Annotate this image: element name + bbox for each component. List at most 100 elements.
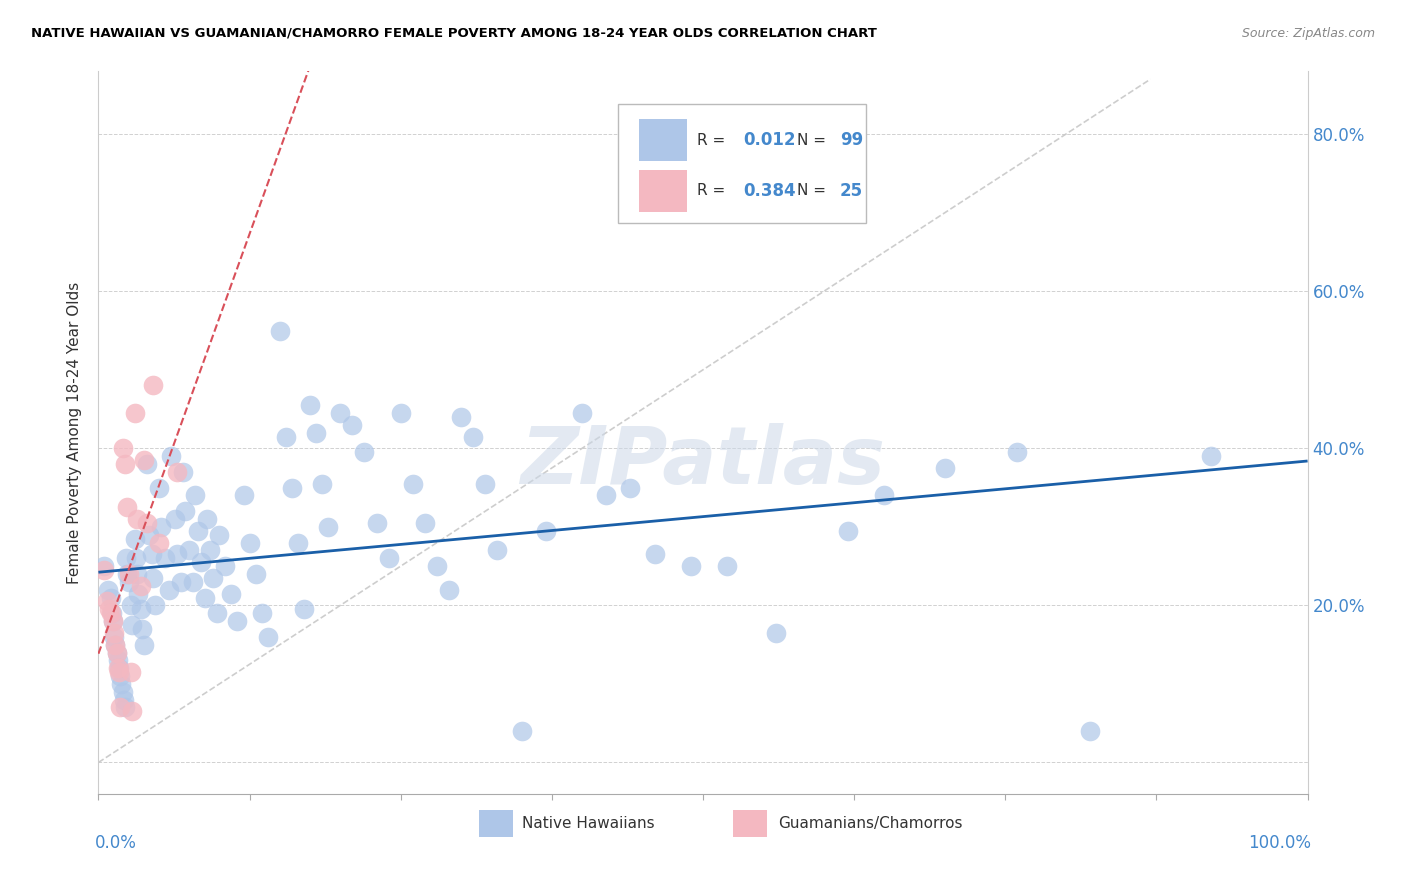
Text: 0.384: 0.384 — [742, 182, 796, 200]
Bar — [734, 810, 768, 838]
Point — [934, 461, 956, 475]
Bar — [638, 169, 688, 211]
Point — [366, 516, 388, 530]
Point — [534, 524, 557, 538]
Point — [129, 602, 152, 616]
Point — [305, 425, 328, 440]
Y-axis label: Female Poverty Among 18-24 Year Olds: Female Poverty Among 18-24 Year Olds — [66, 282, 82, 583]
Point — [214, 559, 236, 574]
Point — [111, 685, 134, 699]
Text: 99: 99 — [839, 131, 863, 149]
Point — [316, 520, 339, 534]
Point — [134, 453, 156, 467]
Point — [118, 574, 141, 589]
Point — [115, 551, 138, 566]
Point — [377, 551, 399, 566]
Point — [127, 512, 149, 526]
Point — [98, 602, 121, 616]
Point — [716, 559, 738, 574]
Point — [250, 607, 273, 621]
Point — [93, 559, 115, 574]
Point — [221, 586, 243, 600]
Point — [179, 543, 201, 558]
Point — [256, 630, 278, 644]
Point — [112, 692, 135, 706]
Point — [100, 607, 122, 621]
Point — [111, 442, 134, 456]
Bar — [638, 120, 688, 161]
Point — [129, 579, 152, 593]
Point — [232, 488, 254, 502]
Point — [245, 566, 267, 581]
Text: N =: N = — [797, 133, 831, 148]
Point — [226, 614, 249, 628]
Point — [148, 481, 170, 495]
Point — [143, 599, 166, 613]
Point — [644, 547, 666, 561]
Text: Guamanians/Chamorros: Guamanians/Chamorros — [778, 816, 963, 831]
Point — [157, 582, 180, 597]
Point — [135, 457, 157, 471]
Point — [198, 543, 221, 558]
Point — [105, 646, 128, 660]
Bar — [479, 810, 513, 838]
Point — [108, 661, 131, 675]
Point — [110, 677, 132, 691]
Point — [120, 599, 142, 613]
Point — [413, 516, 436, 530]
Point — [169, 574, 191, 589]
Text: 0.012: 0.012 — [742, 131, 796, 149]
Point — [131, 622, 153, 636]
Point — [510, 724, 533, 739]
Point — [101, 614, 124, 628]
Point — [160, 449, 183, 463]
Point — [100, 591, 122, 605]
Point — [166, 465, 188, 479]
Point — [103, 626, 125, 640]
Point — [205, 607, 228, 621]
Point — [486, 543, 509, 558]
Point — [765, 626, 787, 640]
Point — [679, 559, 702, 574]
Point — [101, 614, 124, 628]
Point — [96, 594, 118, 608]
Text: Source: ZipAtlas.com: Source: ZipAtlas.com — [1241, 27, 1375, 40]
Point — [150, 520, 173, 534]
Point — [114, 700, 136, 714]
Point — [595, 488, 617, 502]
Point — [148, 535, 170, 549]
Text: 0.0%: 0.0% — [94, 834, 136, 852]
Point — [172, 465, 194, 479]
Point — [141, 547, 163, 561]
Point — [104, 638, 127, 652]
Point — [194, 591, 217, 605]
Text: N =: N = — [797, 183, 831, 198]
Point — [121, 705, 143, 719]
Point — [153, 551, 176, 566]
Point — [239, 535, 262, 549]
Point — [107, 653, 129, 667]
Point — [107, 661, 129, 675]
Point — [329, 406, 352, 420]
Point — [127, 566, 149, 581]
Point — [571, 406, 593, 420]
Point — [311, 476, 333, 491]
Point — [292, 602, 315, 616]
Point — [342, 417, 364, 432]
Point — [108, 669, 131, 683]
Point — [114, 457, 136, 471]
Point — [166, 547, 188, 561]
Point — [1199, 449, 1222, 463]
Point — [299, 398, 322, 412]
Point — [269, 324, 291, 338]
FancyBboxPatch shape — [619, 103, 866, 223]
Point — [108, 700, 131, 714]
Point — [100, 607, 122, 621]
Point — [135, 516, 157, 530]
Text: 100.0%: 100.0% — [1249, 834, 1312, 852]
Point — [121, 618, 143, 632]
Point — [127, 586, 149, 600]
Point — [125, 551, 148, 566]
Point — [426, 559, 449, 574]
Point — [437, 582, 460, 597]
